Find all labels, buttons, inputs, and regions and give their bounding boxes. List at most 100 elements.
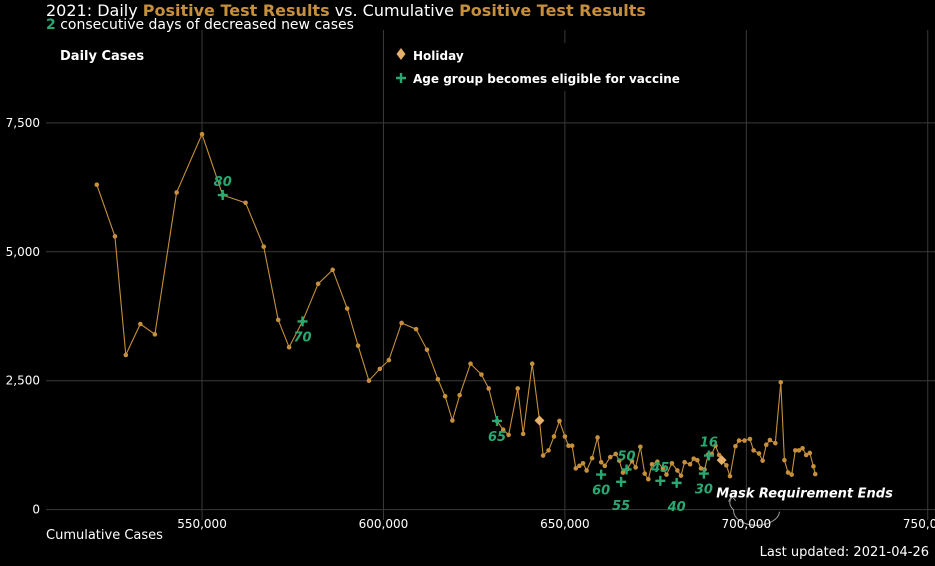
y-tick-label: 7,500	[6, 116, 40, 130]
data-point	[174, 190, 179, 195]
data-point	[620, 470, 626, 475]
data-point	[773, 440, 778, 446]
streak-count: 2	[46, 17, 56, 33]
data-point	[687, 461, 693, 467]
data-point	[664, 472, 669, 477]
chart-title: 2021: Daily Positive Test Results vs. Cu…	[46, 1, 646, 21]
data-point	[782, 457, 787, 463]
title-middle: vs. Cumulative	[329, 1, 460, 20]
data-point	[479, 372, 484, 377]
data-point	[566, 443, 571, 449]
data-point	[286, 344, 292, 350]
data-point	[660, 466, 666, 471]
x-tick-label: 550,000	[177, 517, 227, 531]
data-point	[695, 457, 700, 463]
data-point	[123, 352, 129, 358]
x-tick-label: 750,000	[903, 517, 935, 531]
data-point	[551, 434, 557, 439]
x-tick-label: 650,000	[540, 517, 590, 531]
data-point	[540, 453, 546, 458]
data-point	[468, 361, 473, 367]
data-point	[450, 418, 455, 423]
data-point	[486, 386, 491, 391]
vaccine-age-label: 70	[293, 330, 311, 345]
data-point	[243, 200, 248, 206]
vaccine-marker	[655, 475, 666, 486]
vaccine-marker	[621, 464, 632, 475]
data-point	[793, 448, 798, 453]
data-point	[424, 347, 430, 353]
data-point	[716, 452, 722, 458]
legend-item-holiday: Holiday	[396, 48, 464, 63]
vaccine-marker	[596, 469, 607, 480]
data-point	[727, 473, 733, 479]
title-metric-cumulative: Positive Test Results	[459, 1, 646, 20]
chart-subtitle: 2 consecutive days of decreased new case…	[46, 17, 354, 34]
vaccine-age-label: 30	[695, 483, 713, 498]
data-point	[751, 448, 756, 453]
data-point	[807, 450, 813, 456]
data-point	[330, 267, 335, 273]
data-point	[584, 468, 589, 473]
vaccine-marker	[492, 415, 503, 426]
data-point	[785, 470, 791, 475]
title-prefix: 2021: Daily	[46, 1, 143, 20]
last-updated: Last updated: 2021-04-26	[759, 545, 929, 560]
title-metric-daily: Positive Test Results	[142, 1, 330, 20]
data-point	[698, 466, 704, 471]
legend: Holiday Age group becomes eligible for v…	[389, 43, 680, 91]
data-point	[646, 476, 651, 482]
data-point	[633, 465, 638, 470]
grid	[46, 30, 935, 520]
data-point	[617, 458, 622, 463]
data-point	[199, 131, 205, 137]
data-point	[800, 446, 805, 451]
data-point	[152, 332, 158, 337]
y-axis-label: Daily Cases	[60, 49, 144, 64]
data-point	[642, 471, 648, 476]
data-point	[669, 460, 675, 466]
data-point	[742, 438, 747, 443]
data-point	[760, 458, 765, 463]
streak-text: consecutive days of decreased new cases	[55, 17, 354, 33]
data-point	[573, 466, 579, 471]
vaccine-age-label: 50	[618, 449, 636, 464]
vaccine-age-label: 45	[650, 461, 669, 476]
data-point	[366, 378, 372, 384]
y-tick-label: 2,500	[6, 374, 40, 388]
data-point	[589, 455, 595, 461]
legend-item-vaccine: Age group becomes eligible for vaccine	[396, 72, 680, 86]
series-line-layer	[94, 131, 818, 482]
vaccine-age-label: 40	[667, 500, 686, 515]
data-point	[747, 436, 753, 442]
y-tick-label: 5,000	[6, 245, 40, 259]
data-point	[675, 468, 680, 473]
holiday-marker	[534, 415, 545, 426]
x-axis-label: Cumulative Cases	[46, 528, 163, 543]
annotation-arrowhead	[728, 494, 736, 502]
data-point	[812, 471, 818, 477]
data-point	[629, 458, 635, 464]
data-point	[275, 317, 281, 323]
data-point	[580, 460, 586, 466]
data-point	[377, 366, 383, 372]
vaccine-marker	[616, 476, 627, 487]
annotation-label: Mask Requirement Ends	[716, 487, 893, 502]
data-point	[778, 379, 784, 385]
data-point	[789, 472, 794, 477]
holiday-marker	[716, 455, 727, 466]
vaccine-age-label: 60	[592, 484, 610, 499]
data-point	[595, 435, 600, 440]
data-point	[655, 459, 660, 465]
data-point	[562, 434, 568, 439]
data-point	[756, 451, 762, 456]
data-point	[811, 464, 816, 469]
data-point	[112, 234, 118, 239]
vaccine-marker	[703, 450, 714, 461]
data-point	[355, 343, 361, 348]
data-point	[602, 463, 608, 469]
data-point	[435, 376, 441, 382]
data-point	[569, 443, 575, 449]
series-line	[96, 132, 816, 481]
data-point	[315, 281, 321, 287]
